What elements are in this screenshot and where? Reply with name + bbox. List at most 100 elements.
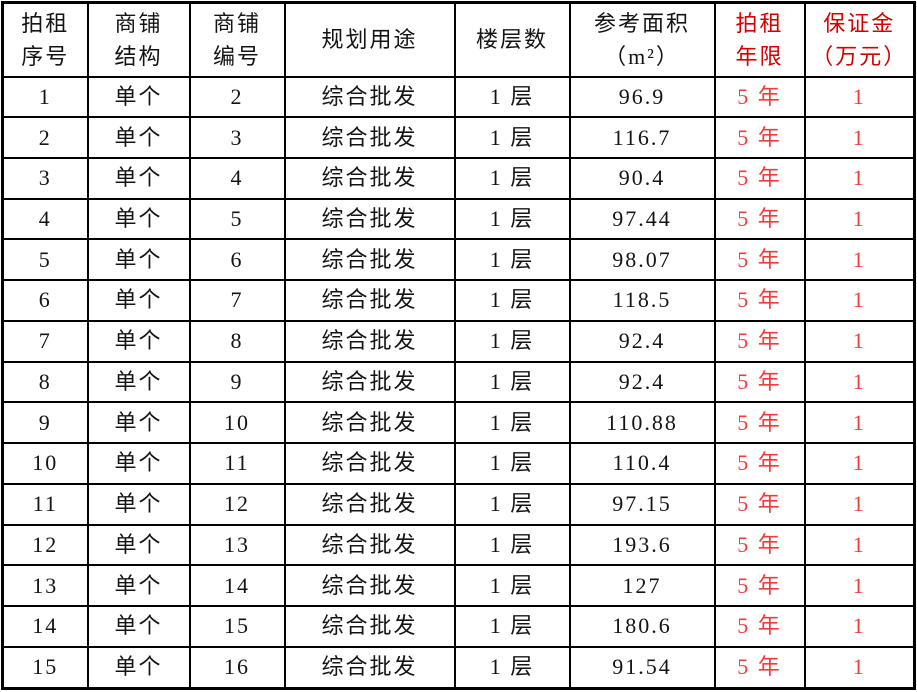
- cell-area: 92.4: [568, 319, 716, 363]
- cell-use: 综合批发: [283, 279, 456, 322]
- cell-floors: 1 层: [453, 564, 571, 608]
- cell-deposit: 1: [803, 156, 916, 200]
- cell-use: 综合批发: [283, 605, 456, 648]
- cell-use: 综合批发: [283, 319, 456, 363]
- cell-shop_no: 16: [188, 645, 286, 690]
- cell-structure: 单个: [86, 197, 191, 241]
- header-cell-term: 拍租 年限: [713, 1, 806, 78]
- cell-use: 综合批发: [283, 75, 456, 119]
- cell-deposit: 1: [803, 645, 916, 690]
- cell-structure: 单个: [86, 564, 191, 608]
- cell-area: 180.6: [568, 605, 716, 648]
- cell-term: 5 年: [713, 645, 806, 690]
- cell-deposit: 1: [803, 197, 916, 241]
- cell-term: 5 年: [713, 482, 806, 526]
- cell-structure: 单个: [86, 156, 191, 200]
- cell-term: 5 年: [713, 319, 806, 363]
- cell-deposit: 1: [803, 401, 916, 445]
- cell-area: 110.88: [568, 401, 716, 445]
- cell-deposit: 1: [803, 279, 916, 322]
- cell-shop_no: 14: [188, 564, 286, 608]
- cell-seq: 6: [1, 279, 89, 322]
- cell-floors: 1 层: [453, 156, 571, 200]
- cell-use: 综合批发: [283, 523, 456, 567]
- cell-area: 91.54: [568, 645, 716, 690]
- cell-use: 综合批发: [283, 197, 456, 241]
- cell-floors: 1 层: [453, 605, 571, 648]
- header-row: 拍租 序号 商铺 结构 商铺 编号 规划用途 楼层数 参考面积 （m²） 拍租 年限 保证金 …: [1, 1, 916, 78]
- cell-area: 92.4: [568, 360, 716, 404]
- cell-floors: 1 层: [453, 279, 571, 322]
- cell-shop_no: 5: [188, 197, 286, 241]
- cell-seq: 5: [1, 238, 89, 282]
- cell-term: 5 年: [713, 116, 806, 159]
- cell-use: 综合批发: [283, 645, 456, 690]
- cell-shop_no: 4: [188, 156, 286, 200]
- cell-floors: 1 层: [453, 75, 571, 119]
- cell-seq: 4: [1, 197, 89, 241]
- cell-deposit: 1: [803, 564, 916, 608]
- cell-structure: 单个: [86, 605, 191, 648]
- cell-term: 5 年: [713, 360, 806, 404]
- header-cell-seq: 拍租 序号: [1, 1, 89, 78]
- cell-use: 综合批发: [283, 238, 456, 282]
- cell-seq: 11: [1, 482, 89, 526]
- cell-shop_no: 9: [188, 360, 286, 404]
- header-cell-deposit: 保证金 （万元）: [803, 1, 916, 78]
- cell-use: 综合批发: [283, 156, 456, 200]
- cell-shop_no: 2: [188, 75, 286, 119]
- cell-seq: 9: [1, 401, 89, 445]
- cell-structure: 单个: [86, 401, 191, 445]
- header-cell-floors: 楼层数: [453, 1, 571, 78]
- cell-term: 5 年: [713, 197, 806, 241]
- cell-floors: 1 层: [453, 523, 571, 567]
- cell-floors: 1 层: [453, 482, 571, 526]
- cell-seq: 12: [1, 523, 89, 567]
- cell-shop_no: 3: [188, 116, 286, 159]
- cell-floors: 1 层: [453, 197, 571, 241]
- cell-shop_no: 11: [188, 442, 286, 485]
- cell-term: 5 年: [713, 442, 806, 485]
- cell-structure: 单个: [86, 442, 191, 485]
- cell-structure: 单个: [86, 482, 191, 526]
- cell-shop_no: 13: [188, 523, 286, 567]
- cell-seq: 1: [1, 75, 89, 119]
- header-cell-use: 规划用途: [283, 1, 456, 78]
- cell-floors: 1 层: [453, 116, 571, 159]
- cell-structure: 单个: [86, 645, 191, 690]
- cell-structure: 单个: [86, 279, 191, 322]
- cell-area: 90.4: [568, 156, 716, 200]
- cell-use: 综合批发: [283, 116, 456, 159]
- cell-area: 193.6: [568, 523, 716, 567]
- cell-seq: 10: [1, 442, 89, 485]
- cell-area: 96.9: [568, 75, 716, 119]
- header-cell-structure: 商铺 结构: [86, 1, 191, 78]
- cell-seq: 15: [1, 645, 89, 690]
- cell-floors: 1 层: [453, 238, 571, 282]
- cell-structure: 单个: [86, 319, 191, 363]
- cell-term: 5 年: [713, 238, 806, 282]
- cell-structure: 单个: [86, 523, 191, 567]
- cell-use: 综合批发: [283, 360, 456, 404]
- cell-seq: 7: [1, 319, 89, 363]
- cell-area: 110.4: [568, 442, 716, 485]
- cell-floors: 1 层: [453, 442, 571, 485]
- cell-structure: 单个: [86, 360, 191, 404]
- cell-term: 5 年: [713, 605, 806, 648]
- cell-seq: 14: [1, 605, 89, 648]
- cell-area: 116.7: [568, 116, 716, 159]
- cell-deposit: 1: [803, 75, 916, 119]
